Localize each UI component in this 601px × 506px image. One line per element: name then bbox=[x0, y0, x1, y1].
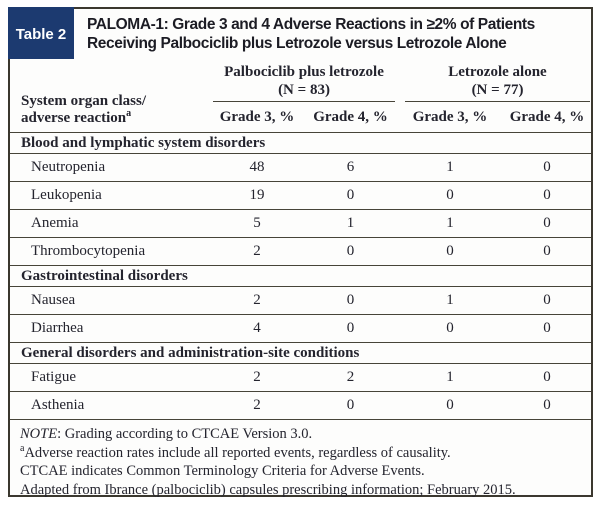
table-frame: Table 2 PALOMA-1: Grade 3 and 4 Adverse … bbox=[8, 7, 593, 499]
group-palbociclib-grade-labels: Grade 3, % Grade 4, % bbox=[210, 102, 397, 132]
row-label-line1: System organ class/ bbox=[21, 93, 146, 109]
footnote-adapted: Adapted from Ibrance (palbociclib) capsu… bbox=[20, 481, 516, 498]
group-palbociclib-n: (N = 83) bbox=[278, 82, 330, 98]
value-cell: 2 bbox=[253, 292, 261, 308]
footnote-a-text: Adverse reaction rates include all repor… bbox=[24, 444, 451, 461]
table-body: Blood and lymphatic system disorders Neut… bbox=[10, 133, 591, 420]
row-label-line2-text: adverse reaction bbox=[21, 110, 127, 126]
table-row: Asthenia 2 0 0 0 bbox=[10, 392, 591, 420]
row-label-line2: adverse reactiona bbox=[21, 108, 210, 127]
group-palbociclib-name: Palbociclib plus letrozole bbox=[224, 64, 384, 80]
value-cell: 2 bbox=[253, 397, 261, 413]
value-cell: 2 bbox=[346, 369, 355, 385]
value-cell: 0 bbox=[346, 243, 355, 259]
value-cell: 2 bbox=[253, 369, 261, 385]
reaction-label: Anemia bbox=[31, 215, 79, 231]
group-letrozole-n: (N = 77) bbox=[471, 82, 524, 98]
value-cell: 0 bbox=[346, 320, 355, 336]
row-label-footnote-marker: a bbox=[126, 108, 132, 119]
col-header-palbo-grade4: Grade 4, % bbox=[313, 108, 388, 125]
value-cell: 0 bbox=[346, 187, 355, 203]
value-cell: 2 bbox=[253, 243, 261, 259]
group-palbociclib-title: Palbociclib plus letrozole (N = 83) bbox=[213, 63, 395, 102]
value-cell: 4 bbox=[253, 320, 261, 336]
value-cell: 6 bbox=[346, 159, 355, 175]
value-cell: 0 bbox=[446, 187, 454, 203]
table-title-line1: PALOMA-1: Grade 3 and 4 Adverse Reaction… bbox=[87, 16, 535, 33]
value-cell: 1 bbox=[446, 369, 454, 385]
value-cell: 0 bbox=[543, 159, 551, 175]
table-number-badge: Table 2 bbox=[8, 7, 74, 59]
row-label-column-header: System organ class/ adverse reactiona bbox=[10, 59, 210, 132]
section-header-row: General disorders and administration-sit… bbox=[10, 343, 591, 364]
group-letrozole-name: Letrozole alone bbox=[448, 64, 547, 80]
value-cell: 5 bbox=[253, 215, 261, 231]
value-cell: 0 bbox=[446, 243, 454, 259]
value-cell: 1 bbox=[446, 292, 454, 308]
table-titlebar: Table 2 PALOMA-1: Grade 3 and 4 Adverse … bbox=[8, 7, 591, 59]
table-row: Neutropenia 48 6 1 0 bbox=[10, 154, 591, 182]
table-row: Diarrhea 4 0 0 0 bbox=[10, 315, 591, 343]
value-cell: 19 bbox=[249, 187, 265, 203]
reaction-label: Neutropenia bbox=[31, 159, 106, 175]
value-cell: 0 bbox=[446, 320, 454, 336]
group-header-letrozole: Letrozole alone (N = 77) Grade 3, % Grad… bbox=[397, 59, 591, 132]
column-header-row: System organ class/ adverse reactiona Pa… bbox=[10, 59, 591, 133]
value-cell: 0 bbox=[543, 292, 551, 308]
value-cell: 1 bbox=[346, 215, 355, 231]
footnote-a-marker: a bbox=[20, 442, 25, 454]
reaction-label: Asthenia bbox=[31, 397, 85, 413]
footnote-note-italic: NOTE bbox=[20, 426, 58, 442]
value-cell: 0 bbox=[543, 215, 551, 231]
value-cell: 0 bbox=[446, 397, 454, 413]
table-row: Thrombocytopenia 2 0 0 0 bbox=[10, 238, 591, 266]
table-title-line2: Receiving Palbociclib plus Letrozole ver… bbox=[87, 35, 507, 52]
group-letrozole-grade-labels: Grade 3, % Grade 4, % bbox=[397, 102, 591, 132]
footnote-note: NOTE: Grading according to CTCAE Version… bbox=[20, 425, 583, 444]
value-cell: 1 bbox=[446, 159, 454, 175]
col-header-palbo-grade3: Grade 3, % bbox=[219, 108, 295, 125]
reaction-label: Nausea bbox=[31, 292, 76, 308]
reaction-label: Fatigue bbox=[31, 369, 76, 385]
group-letrozole-title: Letrozole alone (N = 77) bbox=[405, 63, 590, 102]
value-cell: 0 bbox=[543, 320, 551, 336]
reaction-label: Leukopenia bbox=[31, 187, 102, 203]
section-header-row: Gastrointestinal disorders bbox=[10, 266, 591, 287]
value-cell: 0 bbox=[543, 187, 551, 203]
group-header-palbociclib: Palbociclib plus letrozole (N = 83) Grad… bbox=[210, 59, 397, 132]
value-cell: 0 bbox=[346, 292, 355, 308]
footnote-note-text: : Grading according to CTCAE Version 3.0… bbox=[57, 426, 313, 442]
table-title: PALOMA-1: Grade 3 and 4 Adverse Reaction… bbox=[74, 9, 591, 59]
table-row: Nausea 2 0 1 0 bbox=[10, 287, 591, 315]
table-row: Fatigue 2 2 1 0 bbox=[10, 364, 591, 392]
footnote-a: aAdverse reaction rates include all repo… bbox=[20, 442, 583, 463]
reaction-label: Diarrhea bbox=[31, 320, 84, 336]
value-cell: 0 bbox=[543, 243, 551, 259]
footnotes: NOTE: Grading according to CTCAE Version… bbox=[10, 420, 591, 499]
value-cell: 0 bbox=[346, 397, 355, 413]
value-cell: 1 bbox=[446, 215, 454, 231]
table-row: Leukopenia 19 0 0 0 bbox=[10, 182, 591, 210]
value-cell: 0 bbox=[543, 369, 551, 385]
col-header-letro-grade3: Grade 3, % bbox=[412, 108, 488, 125]
reaction-label: Thrombocytopenia bbox=[31, 243, 146, 259]
value-cell: 0 bbox=[543, 397, 551, 413]
footnote-ctcae: CTCAE indicates Common Terminology Crite… bbox=[20, 463, 425, 479]
col-header-letro-grade4: Grade 4, % bbox=[509, 108, 585, 125]
table-row: Anemia 5 1 1 0 bbox=[10, 210, 591, 238]
section-header-row: Blood and lymphatic system disorders bbox=[10, 133, 591, 154]
value-cell: 48 bbox=[249, 159, 265, 175]
